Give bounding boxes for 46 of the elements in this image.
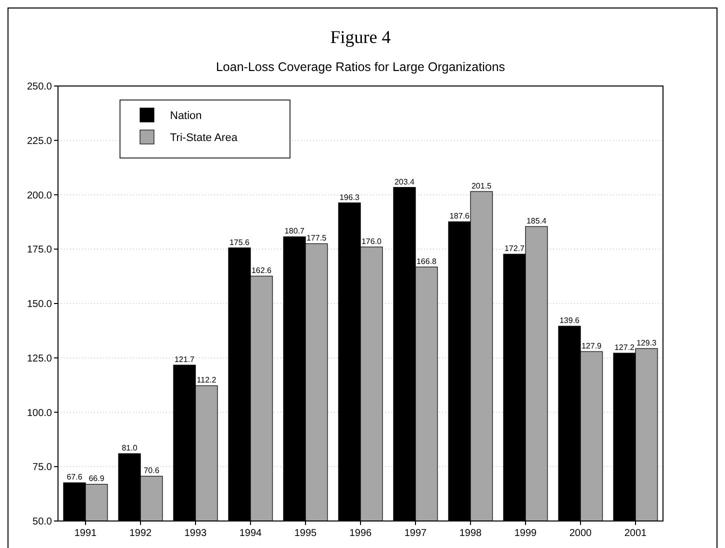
y-tick-label: 150.0	[26, 299, 52, 310]
data-label: 196.3	[339, 192, 360, 202]
x-tick-label: 1994	[239, 528, 262, 539]
data-label: 112.2	[196, 376, 217, 385]
data-label: 203.4	[394, 177, 416, 186]
x-tick-label: 1998	[459, 528, 482, 539]
data-label: 201.5	[471, 181, 492, 190]
data-label: 139.6	[559, 316, 580, 326]
data-label: 177.5	[306, 234, 328, 243]
legend-label: Tri-State Area	[170, 132, 238, 144]
data-label: 121.7	[174, 355, 196, 364]
y-tick-label: 175.0	[26, 244, 52, 256]
data-label: 175.6	[229, 238, 250, 247]
data-label: 162.6	[251, 266, 272, 276]
x-tick-label: 1993	[184, 528, 208, 539]
data-label: 70.6	[144, 466, 160, 476]
y-tick-label: 200.0	[26, 190, 52, 202]
x-tick-label: 2001	[624, 528, 648, 539]
data-label: 180.7	[284, 226, 306, 236]
x-tick-label: 1991	[74, 528, 98, 539]
chart-subtitle: Loan-Loss Coverage Ratios for Large Organizations	[216, 60, 506, 74]
chart-title: Figure 4	[330, 27, 391, 47]
y-tick-label: 250.0	[26, 82, 52, 92]
y-tick-label: 75.0	[32, 462, 52, 474]
data-label: 187.6	[449, 212, 470, 221]
x-tick-label: 1995	[294, 528, 318, 539]
y-tick-label: 125.0	[26, 353, 52, 364]
data-label: 176.0	[361, 236, 382, 246]
y-tick-label: 100.0	[26, 408, 52, 419]
data-label: 166.8	[416, 256, 438, 266]
x-tick-label: 2000	[569, 528, 592, 539]
data-label: 129.3	[636, 338, 658, 348]
x-tick-label: 1992	[129, 528, 152, 539]
data-label: 81.0	[122, 444, 138, 453]
x-tick-label: 1997	[404, 528, 428, 539]
data-label: 127.9	[581, 342, 602, 351]
data-label: 127.2	[614, 343, 636, 352]
data-label: 172.7	[504, 244, 526, 254]
y-tick-label: 225.0	[26, 136, 52, 147]
y-tick-label: 50.0	[32, 516, 52, 528]
data-label: 67.6	[66, 472, 83, 482]
x-tick-label: 1996	[349, 528, 372, 539]
data-label: 185.4	[526, 216, 548, 226]
x-tick-label: 1999	[514, 528, 538, 539]
legend-label: Nation	[170, 110, 202, 122]
data-label: 66.9	[88, 474, 105, 484]
